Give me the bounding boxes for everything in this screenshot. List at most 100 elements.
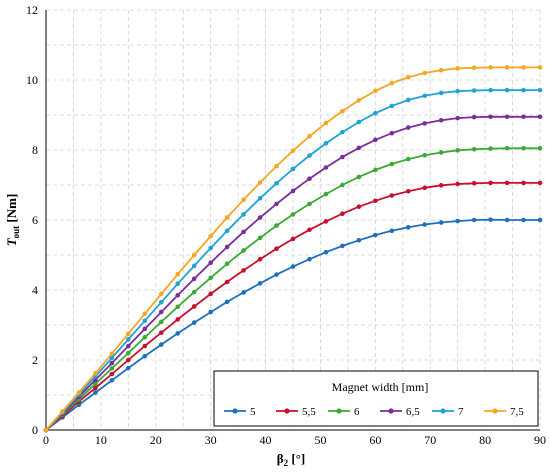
data-point	[208, 309, 213, 315]
data-point	[340, 243, 345, 249]
data-point	[175, 271, 181, 277]
data-point	[504, 180, 510, 186]
legend-label: 7	[458, 406, 464, 418]
y-axis-title-main: T	[4, 237, 19, 246]
data-point	[307, 176, 312, 181]
data-point	[323, 249, 329, 255]
data-point	[241, 268, 246, 273]
data-point	[158, 291, 164, 297]
data-point	[323, 120, 329, 126]
data-point	[405, 74, 411, 80]
data-point	[422, 222, 428, 227]
legend-box	[213, 370, 539, 427]
data-point	[126, 350, 131, 356]
data-point	[488, 65, 493, 70]
legend-label: 5,5	[302, 406, 316, 418]
data-point	[373, 88, 378, 94]
data-point	[208, 233, 213, 239]
data-point	[191, 252, 197, 258]
data-point	[471, 180, 477, 186]
series-5	[43, 217, 543, 433]
y-axis-title-sub: out	[11, 226, 21, 239]
data-point	[405, 225, 411, 230]
legend-marker	[232, 408, 238, 414]
data-point	[257, 180, 263, 185]
x-axis-title-unit: [°]	[288, 451, 305, 466]
data-point	[488, 146, 493, 151]
y-tick-label: 8	[32, 143, 38, 157]
data-point	[191, 289, 197, 295]
data-point	[224, 228, 230, 234]
data-point	[488, 87, 493, 93]
y-tick-label: 4	[32, 283, 38, 297]
data-point	[109, 360, 115, 366]
data-point	[290, 188, 296, 194]
data-point	[504, 217, 510, 223]
data-point	[373, 137, 378, 143]
data-point	[208, 291, 213, 297]
data-point	[405, 125, 411, 130]
data-point	[521, 145, 526, 151]
data-point	[521, 87, 526, 93]
series-6,5	[43, 114, 543, 433]
data-point	[241, 248, 246, 253]
x-axis-title-sub: 2	[284, 458, 289, 468]
data-point	[274, 246, 279, 251]
data-point	[241, 212, 246, 217]
legend: Magnet width [mm] 5 5,5 6 6,5 7 7,5	[213, 370, 539, 427]
data-point	[142, 334, 148, 340]
data-point	[471, 65, 477, 71]
data-point	[158, 299, 164, 305]
data-point	[126, 365, 131, 371]
data-point	[307, 153, 312, 158]
data-point	[373, 232, 378, 238]
series-5,5	[43, 180, 543, 433]
data-point	[356, 98, 362, 103]
data-point	[208, 245, 213, 251]
data-point	[76, 390, 82, 395]
data-point	[224, 215, 230, 220]
data-point	[290, 148, 296, 153]
legend-label: 6	[354, 406, 360, 418]
data-point	[158, 342, 164, 347]
data-point	[537, 87, 543, 93]
legend-label: 5	[250, 406, 256, 418]
data-point	[191, 276, 197, 282]
legend-marker	[440, 408, 446, 414]
y-tick-label: 0	[32, 423, 38, 437]
data-point	[109, 366, 115, 371]
data-point	[224, 299, 230, 305]
data-point	[455, 66, 460, 71]
data-point	[307, 201, 312, 207]
data-point	[241, 229, 246, 235]
data-point	[422, 70, 428, 76]
data-point	[126, 357, 131, 363]
x-tick-label: 0	[43, 433, 49, 447]
data-point	[109, 351, 115, 357]
data-point	[257, 196, 263, 201]
data-point	[93, 385, 98, 391]
data-point	[438, 150, 444, 155]
x-axis-title-main: β	[277, 451, 284, 466]
data-point	[323, 191, 329, 197]
data-point	[191, 320, 197, 325]
data-point	[290, 212, 296, 217]
data-point	[126, 337, 131, 342]
data-point	[521, 217, 526, 223]
data-point	[471, 217, 477, 223]
x-tick-label: 70	[424, 433, 436, 447]
data-point	[274, 272, 279, 277]
data-point	[290, 236, 296, 242]
data-point	[455, 181, 460, 187]
data-point	[488, 217, 493, 222]
data-point	[422, 121, 428, 126]
data-point	[257, 281, 263, 286]
data-point	[455, 115, 460, 121]
data-point	[373, 198, 378, 204]
data-point	[175, 292, 181, 298]
data-point	[224, 261, 230, 267]
data-point	[158, 309, 164, 315]
data-point	[307, 134, 312, 139]
data-point	[142, 353, 148, 359]
